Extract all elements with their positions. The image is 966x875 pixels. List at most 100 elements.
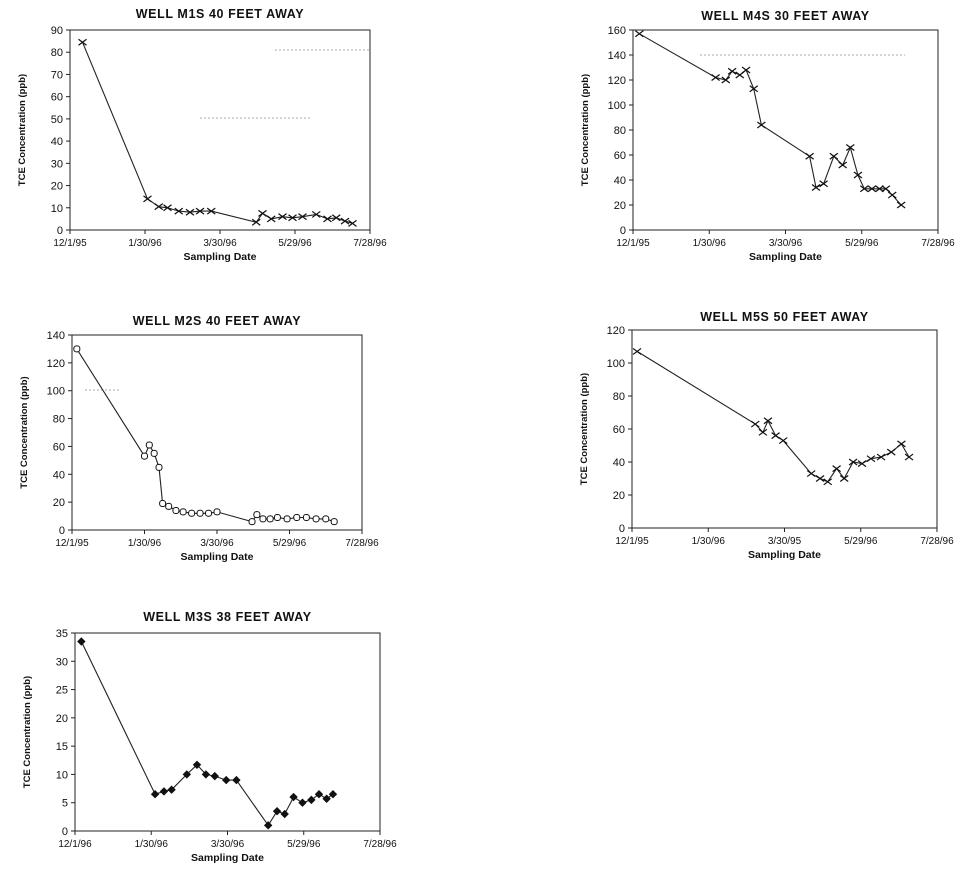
data-point <box>159 500 167 508</box>
data-point-stroke <box>866 455 876 463</box>
chart-svg: WELL M5S 50 FEET AWAY 0 20 40 60 80 100 120 12/1… <box>579 310 954 561</box>
y-tick-label: 5 <box>62 798 68 810</box>
series-line <box>639 33 902 206</box>
data-point-stroke <box>288 214 297 222</box>
chart-title: WELL M2S 40 FEET AWAY <box>133 314 301 328</box>
x-tick-label: 7/28/96 <box>353 238 387 249</box>
data-point-stroke <box>163 204 172 212</box>
data-point-stroke <box>771 432 780 440</box>
x-tick-label: 12/1/95 <box>55 538 89 549</box>
x-tick-label: 3/30/96 <box>769 238 803 249</box>
chart-well-m2s: WELL M2S 40 FEET AWAY 0 20 40 60 80 100 120 140 1… <box>0 305 385 575</box>
data-point-stroke <box>805 152 815 160</box>
data-point <box>756 121 766 129</box>
y-axis-label: TCE Concentration (ppb) <box>19 376 30 488</box>
data-point <box>328 790 338 799</box>
data-point-stroke <box>848 458 858 466</box>
data-point-stroke <box>711 74 720 81</box>
data-point <box>832 465 841 473</box>
y-tick-label: 80 <box>51 47 63 59</box>
x-tick-label: 3/30/96 <box>200 538 234 549</box>
y-tick-label: 20 <box>613 490 625 502</box>
y-tick-label: 120 <box>607 325 625 337</box>
y-tick-label: 50 <box>51 114 63 126</box>
y-tick-label: 60 <box>613 424 625 436</box>
y-tick-label: 90 <box>51 25 63 37</box>
data-point <box>866 455 876 463</box>
data-point <box>749 85 759 93</box>
data-point-stroke <box>632 347 642 355</box>
data-point <box>283 515 291 523</box>
data-point <box>266 215 276 223</box>
data-point <box>859 185 869 193</box>
x-tick-label: 12/1/95 <box>53 238 87 249</box>
data-point <box>711 74 720 81</box>
data-point <box>853 171 863 179</box>
x-axis-label: Sampling Date <box>191 852 264 864</box>
data-point <box>258 209 267 217</box>
data-point <box>201 770 211 779</box>
x-axis-label: Sampling Date <box>748 549 821 561</box>
plot-frame <box>74 632 381 832</box>
data-point <box>330 518 338 526</box>
x-tick-label: 5/29/96 <box>278 238 312 249</box>
data-point <box>823 478 833 486</box>
data-point-stroke <box>206 207 216 215</box>
chart-svg: WELL M3S 38 FEET AWAY 0 5 10 15 20 25 30 35 12/1/… <box>22 610 397 864</box>
data-point <box>143 195 152 203</box>
chart-title: WELL M3S 38 FEET AWAY <box>143 610 311 624</box>
data-point <box>721 76 731 84</box>
data-point <box>876 453 886 461</box>
y-tick-label: 80 <box>613 391 625 403</box>
data-point-stroke <box>832 465 841 473</box>
y-tick-label: 0 <box>619 523 625 535</box>
y-tick-label: 40 <box>53 469 65 481</box>
data-point-stroke <box>853 171 863 179</box>
data-point <box>248 518 256 526</box>
data-point <box>806 470 816 478</box>
y-tick-label: 60 <box>614 150 626 162</box>
data-point-stroke <box>904 453 914 461</box>
data-point <box>307 795 316 805</box>
series-line <box>81 41 353 224</box>
data-point <box>886 448 896 456</box>
x-tick-label: 5/29/96 <box>845 238 879 249</box>
x-axis-label: Sampling Date <box>184 251 257 263</box>
y-tick-label: 60 <box>51 92 63 104</box>
y-tick-label: 0 <box>59 525 65 537</box>
data-point <box>179 508 187 516</box>
data-point <box>174 207 184 215</box>
data-point <box>205 509 213 517</box>
x-tick-label: 12/1/96 <box>58 839 92 850</box>
data-point-stroke <box>323 215 332 223</box>
y-axis-label: TCE Concentration (ppb) <box>22 676 33 788</box>
data-point-stroke <box>806 470 816 478</box>
data-point <box>192 760 202 770</box>
data-point-stroke <box>838 161 848 169</box>
data-point <box>839 475 849 482</box>
data-point <box>875 185 884 193</box>
y-tick-label: 100 <box>607 358 625 370</box>
chart-title: WELL M5S 50 FEET AWAY <box>700 310 868 324</box>
chart-well-m4s: WELL M4S 30 FEET AWAY 0 20 40 60 80 100 120 140 1… <box>570 0 960 285</box>
data-point-stroke <box>859 185 869 193</box>
data-point-stroke <box>829 152 839 160</box>
data-point <box>251 218 261 226</box>
series-line <box>636 350 910 483</box>
data-point-stroke <box>298 213 307 221</box>
data-point <box>185 208 195 216</box>
x-tick-label: 3/30/96 <box>211 839 245 850</box>
data-point <box>302 513 310 521</box>
data-point <box>867 185 877 193</box>
data-point-stroke <box>881 185 891 193</box>
y-tick-label: 140 <box>608 50 626 62</box>
y-tick-label: 120 <box>47 358 65 370</box>
y-tick-label: 0 <box>57 225 63 237</box>
data-point <box>887 191 897 199</box>
data-point <box>78 38 87 46</box>
data-point <box>259 515 267 523</box>
data-point <box>340 217 350 225</box>
data-point <box>188 509 196 517</box>
data-point-stroke <box>634 30 644 38</box>
data-point <box>278 213 287 221</box>
